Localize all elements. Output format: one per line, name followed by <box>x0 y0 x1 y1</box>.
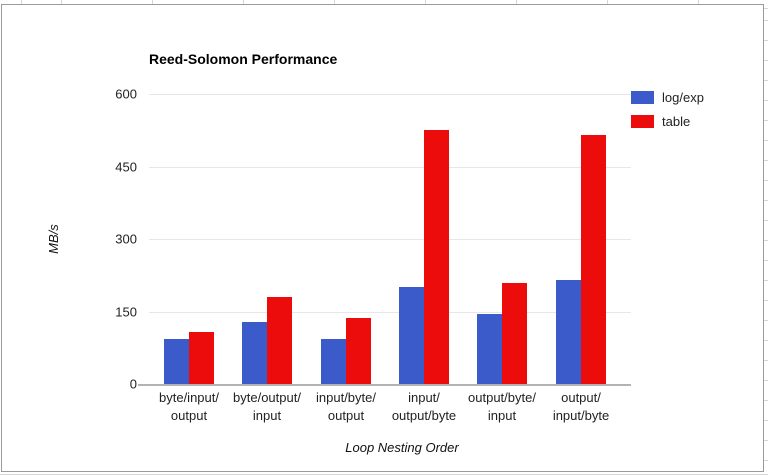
bar-log-exp[interactable] <box>164 339 189 384</box>
category-label: byte/output/input <box>233 390 301 423</box>
y-tick-label: 600 <box>115 86 137 102</box>
legend-swatch-icon <box>631 91 654 104</box>
bar-table[interactable] <box>189 332 214 384</box>
bar-table[interactable] <box>581 135 606 384</box>
legend-label: table <box>662 114 691 129</box>
bar-table[interactable] <box>502 282 527 384</box>
category-label: output/byte/input <box>468 390 536 423</box>
y-tick-label: 300 <box>115 231 137 247</box>
legend-item-log-exp[interactable]: log/exp <box>631 90 704 105</box>
category-label: output/input/byte <box>552 390 610 423</box>
legend-swatch-icon <box>631 115 654 128</box>
legend-item-table[interactable]: table <box>631 114 704 129</box>
y-axis-title: MB/s <box>46 224 61 254</box>
category-label: byte/input/output <box>159 390 219 423</box>
chart-title: Reed-Solomon Performance <box>149 51 338 67</box>
gridline <box>149 166 631 168</box>
y-tick-label: 450 <box>115 159 137 174</box>
spreadsheet-row-gridlines <box>764 4 768 476</box>
gridline <box>149 311 631 313</box>
y-tick-label: 150 <box>115 304 137 319</box>
legend-label: log/exp <box>662 90 704 105</box>
x-axis-title: Loop Nesting Order <box>345 440 459 455</box>
legend: log/exp table <box>631 90 704 129</box>
plot-area: 0 150 300 450 600 byte/input/output byte/outpu… <box>2 5 763 471</box>
bar-log-exp[interactable] <box>321 339 346 384</box>
bar-log-exp[interactable] <box>399 287 424 384</box>
gridline <box>149 94 631 95</box>
y-tick-label: 0 <box>129 376 137 392</box>
bar-log-exp[interactable] <box>477 314 502 384</box>
gridline <box>149 239 631 240</box>
bar-table[interactable] <box>424 130 449 384</box>
bar-table[interactable] <box>346 318 371 384</box>
category-label: input/byte/output <box>316 390 376 423</box>
bar-log-exp[interactable] <box>242 321 267 384</box>
spreadsheet-bottom-gridline <box>0 474 768 475</box>
x-axis-baseline <box>138 384 631 386</box>
chart-frame[interactable]: 0 150 300 450 600 byte/input/output byte/outpu… <box>1 4 764 472</box>
bar-table[interactable] <box>267 297 292 384</box>
bar-log-exp[interactable] <box>556 279 581 384</box>
category-label: input/output/byte <box>391 390 457 423</box>
spreadsheet-column-gridlines <box>0 0 768 4</box>
